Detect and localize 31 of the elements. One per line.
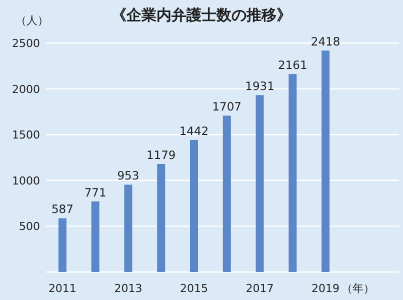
bar xyxy=(256,95,264,272)
data-label: 2418 xyxy=(310,34,340,49)
bar xyxy=(222,116,231,272)
x-tick-label: 2013 xyxy=(114,282,142,295)
bar xyxy=(157,164,166,272)
x-tick-label: 2019 xyxy=(312,282,340,295)
data-label: 1179 xyxy=(146,148,176,162)
chart-title: 《企業内弁護士数の推移》 xyxy=(112,6,292,24)
y-tick-label: 2000 xyxy=(12,82,40,96)
bar xyxy=(91,201,100,272)
x-axis-title: （年） xyxy=(342,282,375,295)
bar xyxy=(58,218,66,272)
y-axis-title: （人） xyxy=(16,14,48,27)
data-label: 587 xyxy=(51,202,74,216)
y-tick-label: 1500 xyxy=(12,128,40,142)
x-tick-label: 2011 xyxy=(48,282,76,295)
bar xyxy=(322,50,330,272)
bar xyxy=(124,184,132,272)
x-tick-label: 2017 xyxy=(246,282,274,295)
data-label: 1442 xyxy=(179,124,209,138)
data-label: 771 xyxy=(84,185,106,200)
data-label: 2161 xyxy=(278,58,308,72)
data-label: 953 xyxy=(117,168,140,183)
data-label: 1931 xyxy=(245,79,274,94)
bar xyxy=(288,74,297,272)
y-tick-label: 1000 xyxy=(12,174,40,188)
x-tick-label: 2015 xyxy=(180,282,208,295)
y-tick-label: 500 xyxy=(19,220,40,234)
data-label: 1707 xyxy=(212,100,242,114)
bar xyxy=(190,140,198,272)
y-tick-label: 2500 xyxy=(12,37,40,50)
